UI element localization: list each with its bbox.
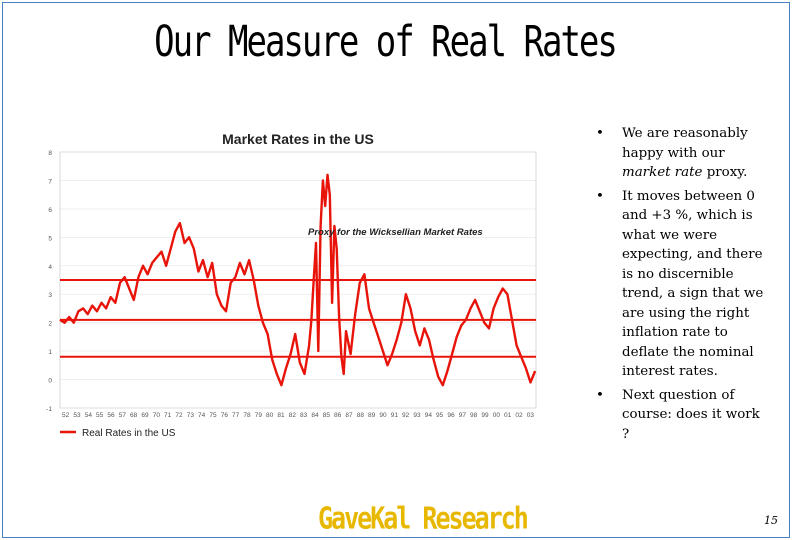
x-tick-label: 84: [311, 412, 319, 419]
x-tick-label: 52: [62, 412, 70, 419]
chart-title: Market Rates in the US: [222, 131, 374, 147]
y-tick-label: 8: [48, 150, 52, 157]
real-rates-chart: Market Rates in the US -1 0 1 2 3 4 5 6 7 8 52 53 54…: [40, 120, 550, 450]
y-tick-label: 0: [48, 378, 52, 385]
x-tick-label: 55: [96, 412, 104, 419]
x-tick-label: 83: [300, 412, 308, 419]
x-tick-label: 91: [391, 412, 399, 419]
x-tick-label: 69: [141, 412, 149, 419]
bullet-list: • We are reasonably happy with our market…: [596, 124, 768, 444]
x-tick-label: 93: [413, 412, 421, 419]
x-tick-label: 02: [515, 412, 523, 419]
x-tick-label: 99: [481, 412, 489, 419]
bullet-marker: •: [596, 188, 604, 204]
x-tick-label: 82: [289, 412, 297, 419]
x-tick-label: 86: [334, 412, 342, 419]
bullet-marker: •: [596, 387, 604, 403]
bullet-text: proxy.: [702, 165, 748, 180]
x-tick-label: 89: [368, 412, 376, 419]
bullet-text: market rate: [622, 165, 703, 180]
x-tick-label: 92: [402, 412, 410, 419]
x-tick-label: 71: [164, 412, 172, 419]
x-tick-label: 75: [209, 412, 217, 419]
gavekal-logo: GaveKal Research: [318, 501, 529, 536]
x-tick-label: 72: [175, 412, 183, 419]
x-tick-label: 94: [425, 412, 433, 419]
chart-annotation: Proxy for the Wicksellian Market Rates: [308, 227, 483, 238]
bullet-text: It moves between 0 and +3 %, which is wh…: [622, 188, 764, 380]
x-tick-label: 98: [470, 412, 478, 419]
x-tick-label: 88: [357, 412, 365, 419]
x-tick-label: 90: [379, 412, 387, 419]
y-tick-label: 3: [48, 292, 52, 299]
y-tick-label: -1: [46, 406, 52, 413]
y-tick-label: 7: [48, 178, 52, 185]
x-tick-label: 81: [277, 412, 285, 419]
x-tick-label: 79: [255, 412, 263, 419]
x-tick-label: 54: [85, 412, 93, 419]
y-tick-label: 5: [48, 235, 52, 242]
page-number: 15: [764, 514, 778, 527]
legend-label: Real Rates in the US: [82, 428, 176, 439]
y-tick-label: 1: [48, 349, 52, 356]
x-tick-label: 97: [459, 412, 467, 419]
x-tick-label: 80: [266, 412, 274, 419]
x-tick-label: 03: [527, 412, 535, 419]
x-tick-label: 01: [504, 412, 512, 419]
bullet-item: • It moves between 0 and +3 %, which is w…: [596, 187, 768, 382]
x-tick-label: 76: [221, 412, 229, 419]
x-tick-label: 56: [107, 412, 115, 419]
chart-legend: Real Rates in the US: [60, 428, 176, 439]
x-tick-label: 73: [187, 412, 195, 419]
x-tick-label: 95: [436, 412, 444, 419]
bullet-text: Next question of course: does it work ?: [622, 387, 760, 442]
series-layer: [59, 173, 537, 387]
bullet-text: We are reasonably happy with our: [622, 126, 748, 161]
x-tick-label: 77: [232, 412, 240, 419]
bullet-item: • Next question of course: does it work ?: [596, 386, 768, 445]
bullet-item: • We are reasonably happy with our market…: [596, 124, 768, 183]
x-tick-label: 00: [493, 412, 501, 419]
y-tick-label: 4: [48, 264, 52, 271]
x-tick-label: 87: [345, 412, 353, 419]
x-tick-label: 53: [73, 412, 81, 419]
x-tick-label: 57: [119, 412, 127, 419]
slide-title: Our Measure of Real Rates: [154, 17, 618, 67]
x-tick-label: 68: [130, 412, 138, 419]
series-line-real-rates: [59, 173, 537, 387]
y-tick-label: 2: [48, 321, 52, 328]
bullet-marker: •: [596, 126, 604, 141]
x-tick-label: 74: [198, 412, 206, 419]
x-tick-label: 70: [153, 412, 161, 419]
x-tick-label: 78: [243, 412, 251, 419]
x-tick-label: 85: [323, 412, 331, 419]
x-tick-label: 96: [447, 412, 455, 419]
y-tick-label: 6: [48, 207, 52, 214]
